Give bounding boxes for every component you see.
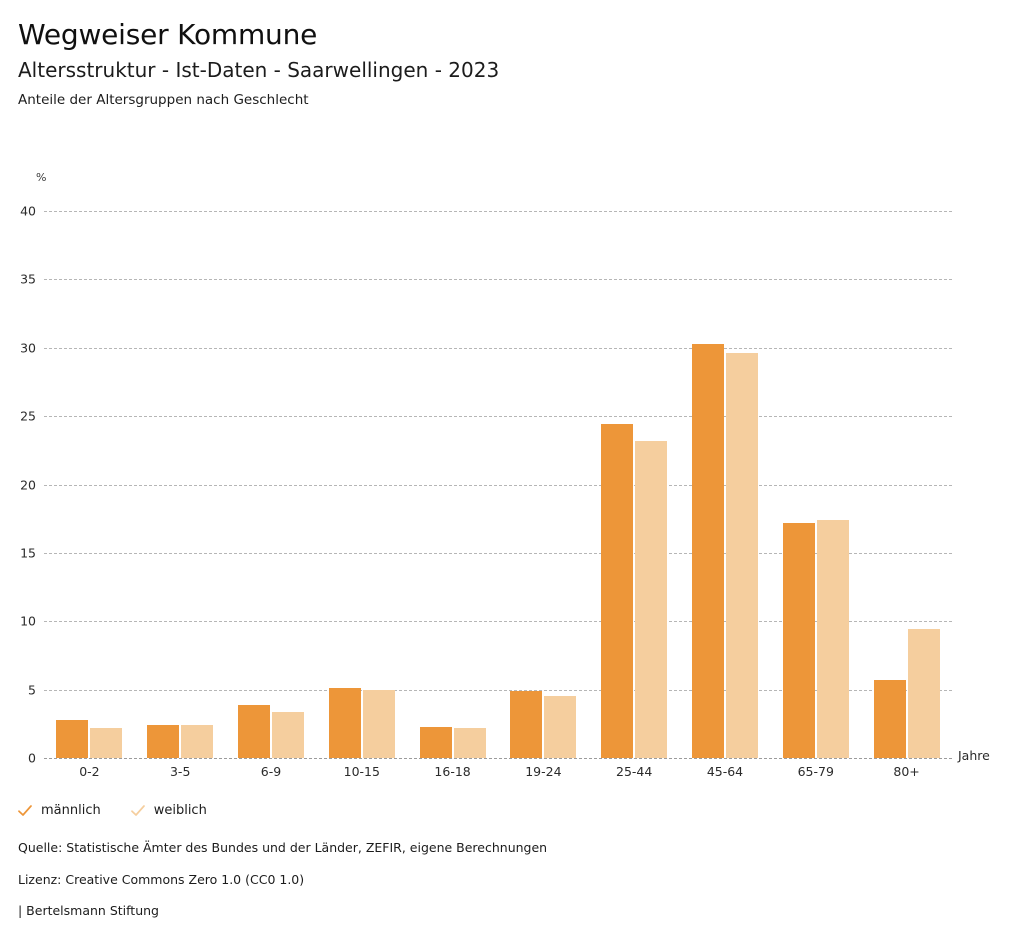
bar-weiblich-10-15[interactable] [362,689,395,758]
bar-group [498,211,589,758]
bar-group [407,211,498,758]
x-tick-80+: 80+ [893,764,920,779]
y-tick-40: 40 [20,203,36,219]
chart-header: Wegweiser Kommune Altersstruktur - Ist-D… [0,0,1024,108]
gridline-15 [44,552,952,554]
bar-männlich-45-64[interactable] [691,343,724,758]
chart-bars [44,211,952,758]
bar-group [316,211,407,758]
bar-group [589,211,680,758]
gridline-0 [44,758,952,759]
gridline-25 [44,416,952,418]
check-icon [18,804,32,818]
x-tick-25-44: 25-44 [616,764,653,779]
y-tick-25: 25 [20,408,36,424]
gridline-35 [44,279,952,281]
legend-label: weiblich [153,803,207,818]
check-icon [130,804,145,818]
x-tick-3-5: 3-5 [169,764,191,779]
bar-weiblich-16-18[interactable] [453,727,486,758]
bar-weiblich-45-64[interactable] [725,353,758,758]
y-tick-10: 10 [20,613,36,629]
bar-männlich-25-44[interactable] [601,424,634,758]
legend-item-weiblich[interactable]: weiblich [130,803,207,818]
gridline-20 [44,484,952,486]
chart-footer: Quelle: Statistische Ämter des Bundes un… [18,840,548,937]
bar-group [861,211,952,758]
x-axis-label: Jahre [958,748,990,763]
x-tick-65-79: 65-79 [797,764,834,779]
bar-group [135,211,226,758]
gridline-10 [44,621,952,623]
bar-männlich-6-9[interactable] [237,704,270,758]
y-tick-5: 5 [28,682,36,698]
y-tick-30: 30 [20,340,36,356]
x-axis-tick-labels: 0-2 3-5 6-9 10-15 16-18 19-24 25-44 45-64 65-79 8… [44,764,952,779]
gridline-40 [44,211,952,212]
x-tick-6-9: 6-9 [260,764,282,779]
legend-item-männlich[interactable]: männlich [18,803,101,818]
y-tick-0: 0 [28,750,36,766]
footer-license: Lizenz: Creative Commons Zero 1.0 (CC0 1… [18,871,305,887]
legend-label: männlich [41,803,101,818]
footer-publisher: | Bertelsmann Stiftung [18,903,159,918]
chart-plot-area [44,211,952,759]
x-tick-16-18: 16-18 [434,764,471,779]
gridline-5 [44,689,952,691]
x-tick-10-15: 10-15 [343,764,380,779]
y-axis-tick-labels: 0 5 10 15 20 25 30 35 40 [0,204,36,766]
bar-weiblich-0-2[interactable] [90,727,123,758]
bar-group [44,211,135,758]
bar-männlich-3-5[interactable] [147,725,180,758]
y-tick-20: 20 [20,477,36,492]
y-axis-unit: % [36,171,47,184]
bar-weiblich-3-5[interactable] [181,725,214,758]
bar-männlich-0-2[interactable] [56,719,89,758]
bar-männlich-80+[interactable] [873,680,906,758]
bar-group [226,211,317,758]
chart-subtitle: Altersstruktur - Ist-Daten - Saarwelling… [18,57,500,82]
bar-weiblich-80+[interactable] [907,629,940,758]
x-tick-0-2: 0-2 [79,764,100,779]
footer-source: Quelle: Statistische Ämter des Bundes un… [18,840,548,855]
bar-männlich-16-18[interactable] [419,726,452,758]
y-tick-35: 35 [20,271,36,287]
chart-legend: männlich weiblich [18,803,207,818]
bar-weiblich-25-44[interactable] [635,440,668,758]
y-tick-15: 15 [20,545,36,561]
x-tick-45-64: 45-64 [706,764,744,779]
page-title: Wegweiser Kommune [18,18,318,51]
chart-description: Anteile der Altersgruppen nach Geschlech… [18,91,309,108]
bar-männlich-10-15[interactable] [328,688,361,758]
x-tick-19-24: 19-24 [525,764,562,779]
gridline-30 [44,347,952,349]
bar-group [770,211,861,758]
bar-männlich-19-24[interactable] [510,691,543,758]
bar-weiblich-19-24[interactable] [544,696,577,758]
bar-weiblich-6-9[interactable] [271,711,304,758]
bar-group [680,211,771,758]
bar-männlich-65-79[interactable] [782,522,815,758]
bar-weiblich-65-79[interactable] [816,520,849,758]
